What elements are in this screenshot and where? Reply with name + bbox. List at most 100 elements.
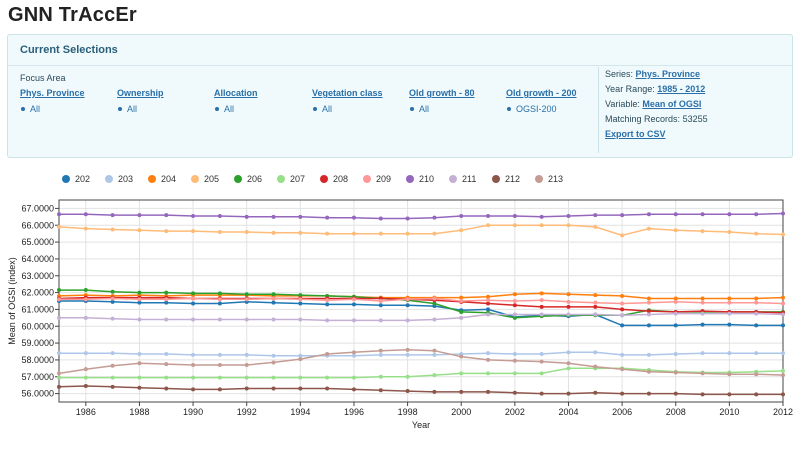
data-point [539, 298, 544, 303]
data-point [271, 375, 276, 380]
data-point [110, 227, 115, 232]
data-point [57, 375, 61, 380]
legend-item-208[interactable]: 208 [320, 174, 348, 184]
data-point [512, 371, 517, 376]
data-point [700, 371, 705, 376]
data-point [191, 317, 196, 322]
filter-old-growth-80-link[interactable]: Old growth - 80 [409, 88, 475, 98]
data-point [593, 312, 598, 317]
data-point [137, 300, 142, 305]
data-point [191, 296, 196, 301]
data-point [593, 224, 598, 229]
legend-swatch-icon [191, 175, 199, 183]
data-point [271, 360, 276, 365]
data-point [378, 216, 383, 221]
data-point [57, 315, 61, 320]
filter-vegetation-class-link[interactable]: Vegetation class [312, 88, 383, 98]
data-point [593, 390, 598, 395]
data-point [137, 228, 142, 233]
year-range-link[interactable]: 1985 - 2012 [657, 84, 706, 94]
data-point [325, 298, 330, 303]
legend-item-213[interactable]: 213 [535, 174, 563, 184]
data-point [164, 213, 169, 218]
legend-item-202[interactable]: 202 [62, 174, 90, 184]
filter-allocation-link[interactable]: Allocation [214, 88, 258, 98]
bullet-icon [215, 107, 219, 112]
series-link[interactable]: Phys. Province [635, 69, 701, 79]
x-tick-label: 1992 [237, 407, 257, 417]
filter-phys-province-link[interactable]: Phys. Province [20, 88, 85, 98]
x-tick-label: 2012 [773, 407, 793, 417]
legend-swatch-icon [62, 175, 70, 183]
filter-vegetation-class: Vegetation class All [312, 88, 383, 114]
data-point [110, 384, 115, 389]
legend-item-210[interactable]: 210 [406, 174, 434, 184]
data-point [191, 301, 196, 306]
data-point [459, 213, 464, 218]
data-point [754, 311, 759, 316]
data-point [432, 348, 437, 353]
data-point [110, 363, 115, 368]
series-line-209 [59, 297, 784, 305]
legend-item-203[interactable]: 203 [105, 174, 133, 184]
data-point [727, 372, 732, 377]
data-point [217, 297, 222, 302]
series-line-208 [58, 296, 784, 314]
data-point [700, 351, 705, 356]
x-tick-label: 1998 [398, 407, 418, 417]
data-point [700, 296, 705, 301]
data-point [405, 216, 410, 221]
legend-item-204[interactable]: 204 [148, 174, 176, 184]
data-point [512, 390, 517, 395]
y-tick-label: 64.0000 [21, 254, 54, 264]
data-point [566, 213, 571, 218]
data-point [378, 388, 383, 393]
filter-old-growth-200-link[interactable]: Old growth - 200 [506, 88, 577, 98]
data-point [539, 312, 544, 317]
legend-swatch-icon [320, 175, 328, 183]
data-point [486, 294, 491, 299]
data-point [405, 303, 410, 308]
legend-item-205[interactable]: 205 [191, 174, 219, 184]
variable-link[interactable]: Mean of OGSI [642, 99, 702, 109]
x-tick-label: 1986 [76, 407, 96, 417]
y-tick-label: 60.0000 [21, 321, 54, 331]
export-csv-link[interactable]: Export to CSV [605, 129, 666, 139]
data-point [298, 297, 303, 302]
data-point [217, 387, 222, 392]
x-tick-label: 1990 [183, 407, 203, 417]
legend-swatch-icon [148, 175, 156, 183]
data-point [781, 323, 785, 328]
series-202 [57, 299, 785, 328]
data-point [620, 213, 625, 218]
series-line-205 [58, 224, 784, 237]
legend-label: 210 [419, 174, 435, 184]
filter-ownership-link[interactable]: Ownership [117, 88, 164, 98]
legend-swatch-icon [277, 175, 285, 183]
data-point [378, 318, 383, 323]
year-range-row: Year Range: 1985 - 2012 [605, 84, 706, 94]
data-point [781, 312, 785, 317]
data-point [512, 292, 517, 297]
legend-item-211[interactable]: 211 [449, 174, 476, 184]
legend-item-206[interactable]: 206 [234, 174, 262, 184]
data-point [325, 215, 330, 220]
legend-item-209[interactable]: 209 [363, 174, 391, 184]
legend-item-207[interactable]: 207 [277, 174, 305, 184]
legend-item-212[interactable]: 212 [492, 174, 520, 184]
data-point [646, 369, 651, 374]
x-tick-label: 2004 [558, 407, 578, 417]
data-point [244, 292, 249, 297]
data-point [727, 392, 732, 397]
data-point [754, 323, 759, 328]
data-point [110, 375, 115, 380]
legend-label: 205 [204, 174, 220, 184]
data-point [700, 322, 705, 327]
data-point [217, 317, 222, 322]
data-point [620, 367, 625, 372]
data-point [378, 374, 383, 379]
data-point [566, 299, 571, 304]
data-point [191, 291, 196, 296]
data-point [137, 290, 142, 295]
y-axis-title: Mean of OGSI (index) [7, 257, 17, 345]
